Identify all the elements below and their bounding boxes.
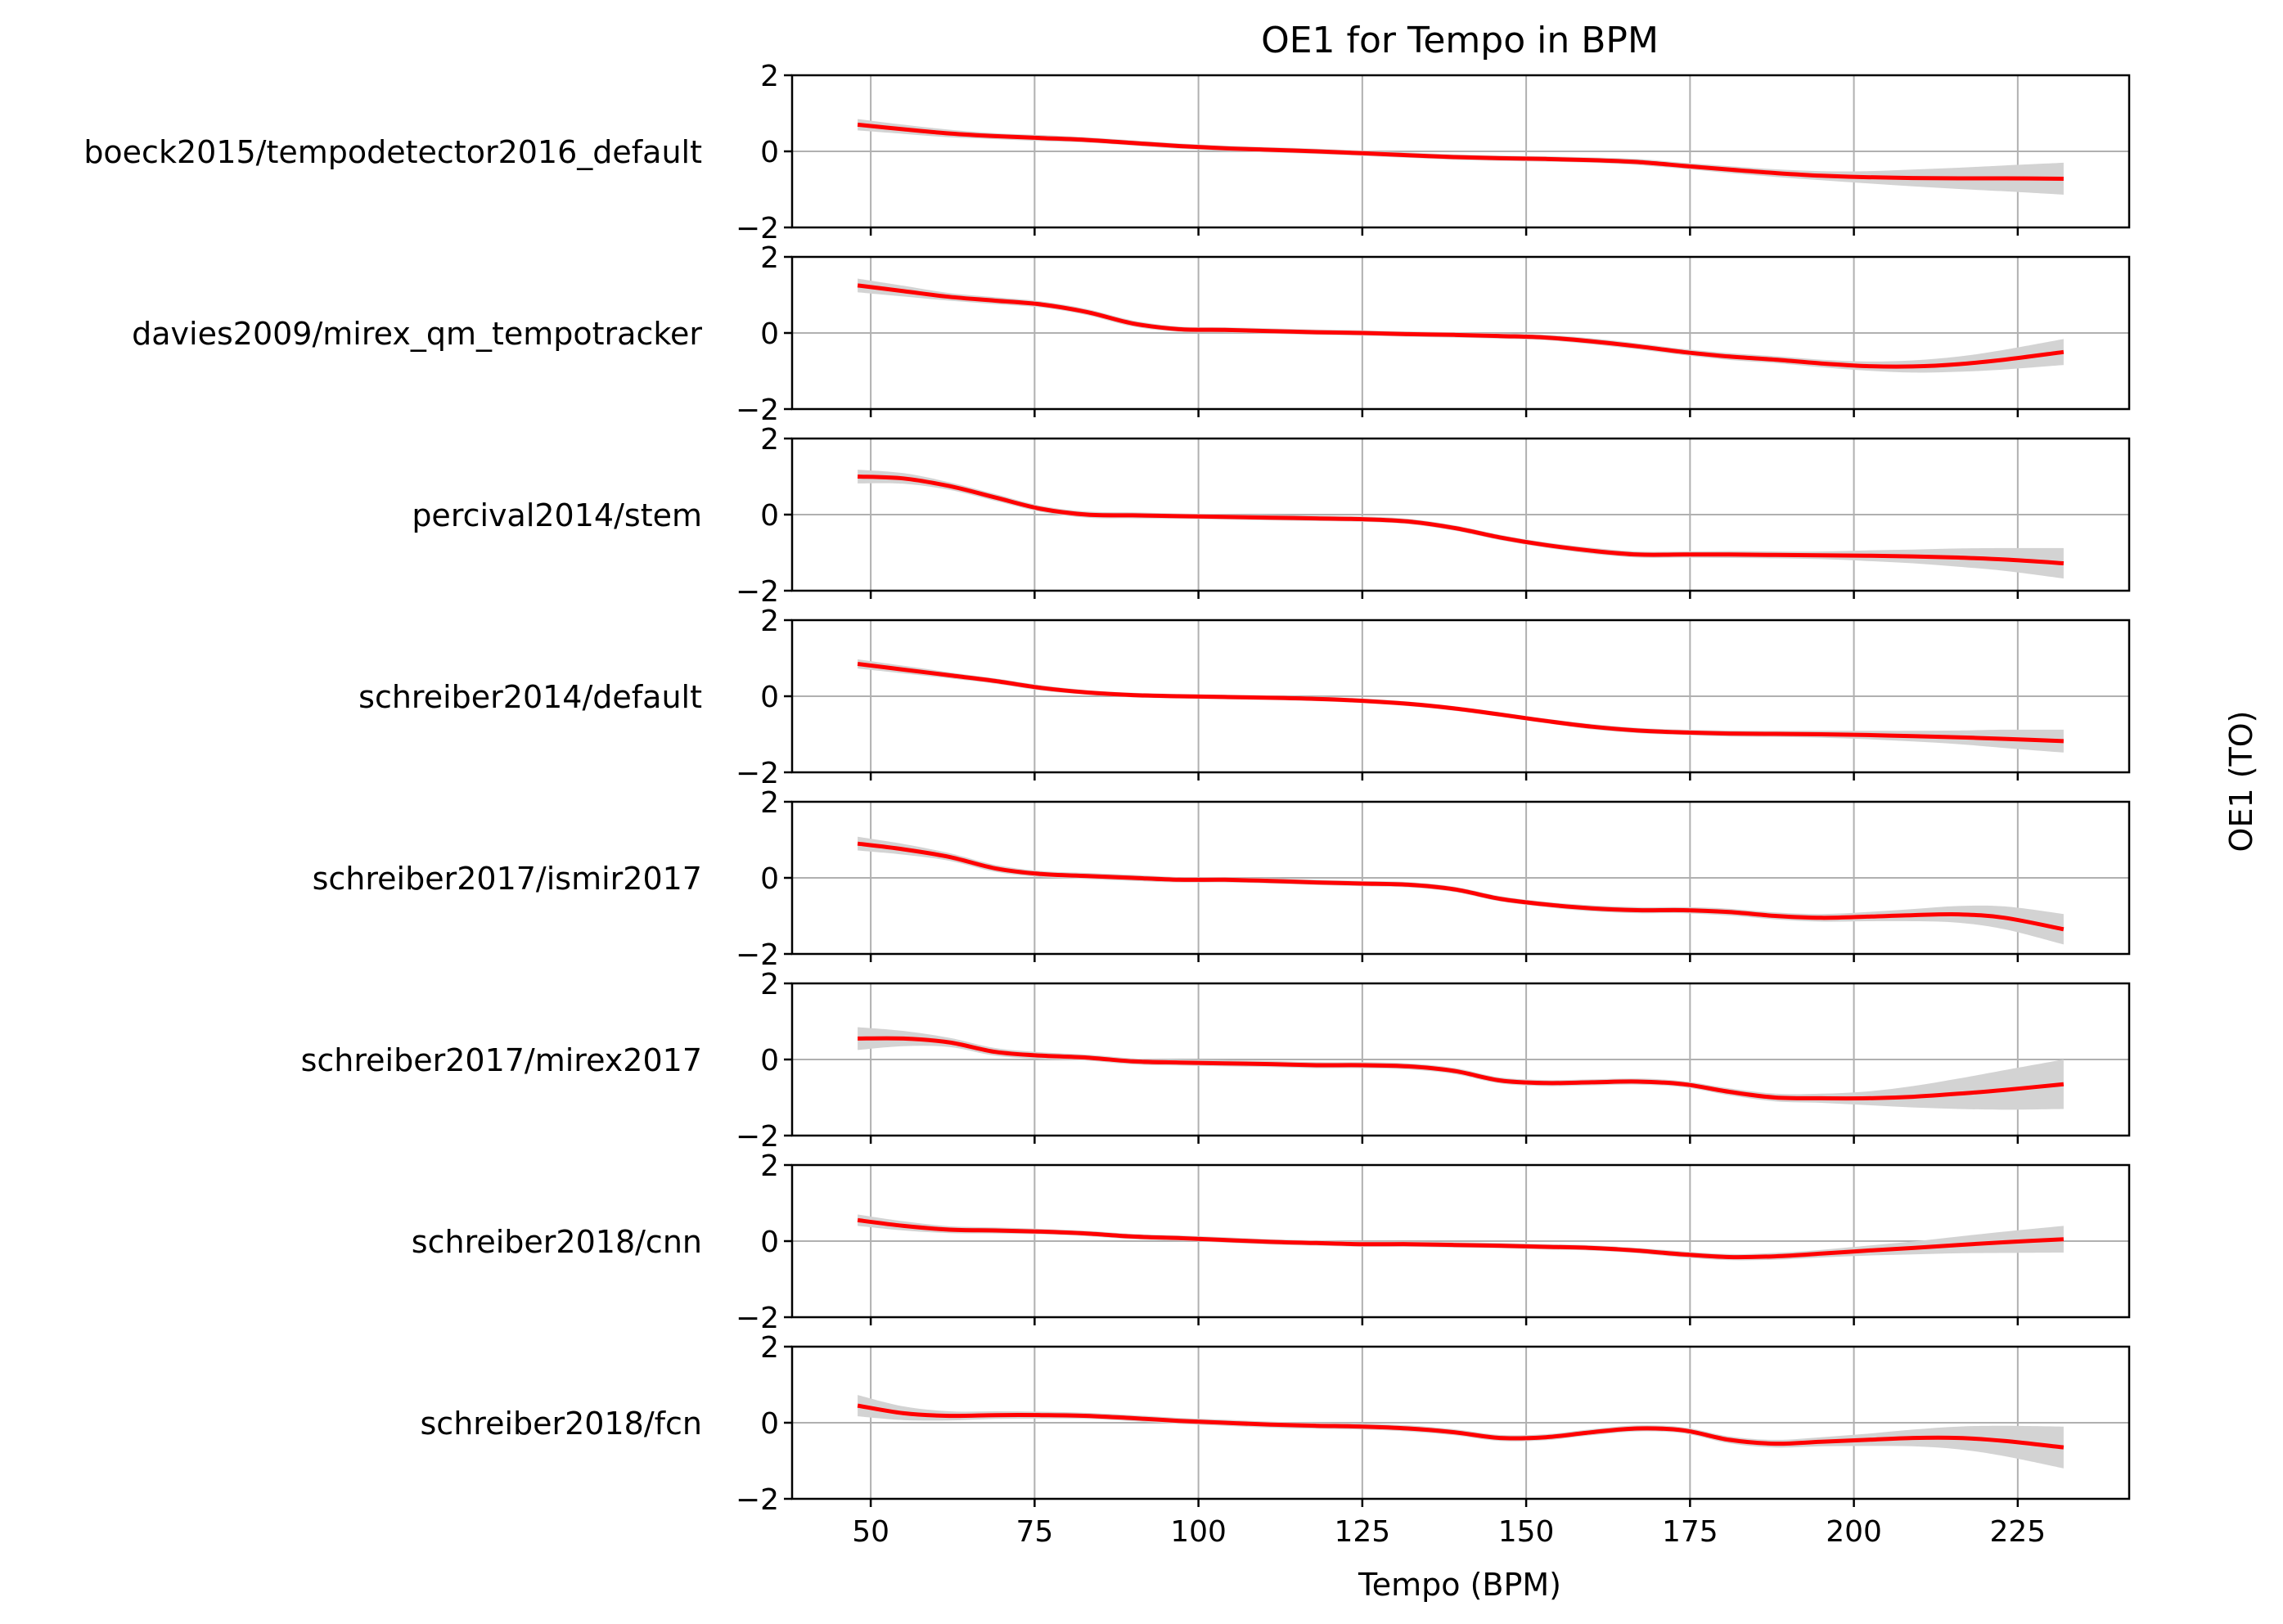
panel: −2 0 2 schreiber2018/fcn: [421, 1331, 2131, 1517]
panels-layer: −202boeck2015/tempodetector2016_default−…: [83, 60, 2131, 1517]
panel: −2 0 2 schreiber2014/default: [358, 605, 2131, 790]
y-tick-label: 2: [760, 60, 779, 93]
panel-label: boeck2015/tempodetector2016_default: [83, 134, 702, 170]
panel: −2 0 2 davies2009/mirex_qm_tempotracker: [132, 241, 2131, 427]
panel: −2 0 2 schreiber2017/ismir2017: [313, 786, 2131, 972]
y-tick-label: 0: [760, 1044, 779, 1077]
panel: −2 0 2 boeck2015/tempodetector2016_default: [83, 60, 2131, 245]
y-tick-label: 2: [760, 605, 779, 638]
chart-title: OE1 for Tempo in BPM: [1261, 20, 1659, 61]
y-tick-label: −2: [736, 938, 779, 972]
x-tick-label: 175: [1662, 1515, 1718, 1549]
panel-label: schreiber2014/default: [358, 679, 702, 715]
panel-label: schreiber2017/ismir2017: [313, 861, 702, 897]
series-line: [857, 283, 2065, 369]
x-tick-label: 225: [1989, 1515, 2046, 1549]
y-tick-label: 2: [760, 1331, 779, 1365]
y-tick-label: −2: [736, 575, 779, 609]
series-line: [858, 1036, 2065, 1101]
y-tick-label: −2: [736, 212, 779, 245]
x-axis-label: Tempo (BPM): [1358, 1567, 1561, 1603]
y-tick-label: 0: [760, 136, 779, 169]
x-tick-label: 50: [852, 1515, 889, 1549]
panel: −2 0 2 schreiber2017/mirex2017: [301, 968, 2131, 1154]
y-tick-label: −2: [736, 1120, 779, 1154]
panel-label: schreiber2017/mirex2017: [301, 1042, 702, 1078]
x-tick-label: 200: [1826, 1515, 1882, 1549]
panel-label: percival2014/stem: [412, 497, 702, 533]
y-tick-label: 0: [760, 1407, 779, 1441]
y-tick-label: 0: [760, 499, 779, 533]
series-line: [857, 122, 2064, 181]
y-tick-label: 2: [760, 1149, 779, 1183]
y-tick-label: 0: [760, 681, 779, 714]
panel: −2 0 2 schreiber2018/cnn: [412, 1149, 2131, 1335]
y-tick-label: −2: [736, 757, 779, 790]
panel-label: schreiber2018/fcn: [421, 1406, 703, 1442]
x-tick-label: 75: [1015, 1515, 1053, 1549]
x-tick-label: 150: [1498, 1515, 1555, 1549]
x-tick-label: 125: [1334, 1515, 1390, 1549]
panel: −2 0 2 percival2014/stem: [412, 423, 2131, 609]
series-line: [857, 841, 2065, 932]
series-line: [857, 1403, 2065, 1450]
y-tick-label: 2: [760, 786, 779, 820]
panel-label: schreiber2018/cnn: [412, 1224, 702, 1260]
y-tick-label: 2: [760, 423, 779, 457]
y-tick-label: −2: [736, 1483, 779, 1517]
y-tick-label: −2: [736, 1302, 779, 1335]
y-tick-label: 2: [760, 241, 779, 275]
panel-label: davies2009/mirex_qm_tempotracker: [132, 316, 702, 352]
x-axis-tick-labels: 50 75 100 125 150 175 200 225: [852, 1515, 2046, 1549]
x-tick-label: 100: [1170, 1515, 1227, 1549]
y-axis-label: OE1 (TO): [2223, 711, 2259, 852]
confidence-band: [858, 1027, 2064, 1110]
series-line: [857, 475, 2065, 565]
y-tick-label: 0: [760, 862, 779, 896]
y-tick-label: 0: [760, 317, 779, 351]
y-tick-label: 2: [760, 968, 779, 1001]
series-line: [857, 1217, 2065, 1260]
y-tick-label: 0: [760, 1226, 779, 1259]
series-line: [857, 662, 2065, 744]
y-tick-label: −2: [736, 394, 779, 427]
